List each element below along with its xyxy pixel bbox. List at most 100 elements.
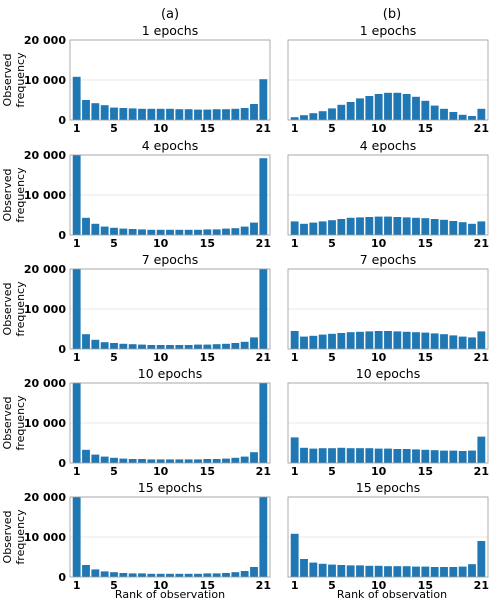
bar-rank-14 xyxy=(194,573,202,577)
x-tick-label: 10 xyxy=(153,351,169,364)
bar-rank-10 xyxy=(374,448,383,463)
x-tick-label: 5 xyxy=(328,465,336,478)
bar-rank-5 xyxy=(110,227,118,235)
column-label-a: (a) xyxy=(161,7,179,22)
y-axis-label-line1: Observed xyxy=(1,397,14,450)
axes-frame xyxy=(287,154,489,236)
x-tick-label: 15 xyxy=(418,351,433,364)
bar-rank-1 xyxy=(72,155,81,235)
y-tick-label: 0 xyxy=(58,457,66,470)
x-tick-label: 1 xyxy=(73,351,81,364)
bar-rank-2 xyxy=(82,100,90,120)
x-tick-label: 5 xyxy=(328,122,336,135)
bar-rank-15 xyxy=(421,100,430,120)
bar-rank-9 xyxy=(365,448,374,463)
bar-rank-21 xyxy=(477,221,486,235)
bar-rank-12 xyxy=(393,566,402,577)
bar-rank-10 xyxy=(374,94,383,120)
bar-rank-20 xyxy=(250,567,258,577)
bar-rank-9 xyxy=(147,345,156,349)
bar-rank-1 xyxy=(290,221,299,235)
bar-rank-16 xyxy=(430,567,439,577)
y-axis-label-line1: Observed xyxy=(1,511,14,564)
bar-rank-10 xyxy=(374,216,383,235)
y-tick-label: 10 000 xyxy=(24,303,66,316)
panel-title: 1 epochs xyxy=(360,23,417,38)
x-tick-label: 21 xyxy=(256,237,271,250)
y-tick-label: 10 000 xyxy=(24,531,66,544)
bar-rank-10 xyxy=(156,108,165,120)
bar-rank-11 xyxy=(384,92,392,120)
bar-rank-1 xyxy=(290,331,299,349)
bar-rank-4 xyxy=(318,334,327,349)
bar-rank-15 xyxy=(203,573,212,577)
bar-rank-1 xyxy=(72,76,81,120)
panel-title: 1 epochs xyxy=(142,23,199,38)
x-tick-label: 1 xyxy=(73,122,81,135)
axes-frame xyxy=(69,39,271,121)
bar-rank-16 xyxy=(212,573,221,577)
bar-rank-4 xyxy=(100,342,109,349)
panel-title: 10 epochs xyxy=(356,366,420,381)
bar-rank-16 xyxy=(212,229,221,235)
bar-rank-5 xyxy=(328,564,336,577)
bar-rank-9 xyxy=(365,217,374,235)
y-tick-label: 20 000 xyxy=(24,377,66,390)
x-tick-label: 5 xyxy=(328,237,336,250)
bar-rank-7 xyxy=(128,344,137,349)
bar-rank-10 xyxy=(374,331,383,349)
bar-rank-6 xyxy=(337,333,346,349)
panel-title: 4 epochs xyxy=(142,138,199,153)
panel-title: 15 epochs xyxy=(138,480,202,495)
bar-rank-14 xyxy=(412,332,420,349)
bar-rank-14 xyxy=(194,109,202,120)
x-tick-label: 1 xyxy=(291,122,299,135)
bar-rank-21 xyxy=(259,158,268,235)
y-tick-label: 0 xyxy=(58,343,66,356)
bar-rank-3 xyxy=(309,448,318,463)
bar-rank-4 xyxy=(318,563,327,577)
y-axis-label-line2: frequency xyxy=(14,52,27,108)
bar-rank-18 xyxy=(231,108,240,120)
x-tick-label: 21 xyxy=(474,237,489,250)
bar-rank-16 xyxy=(212,459,221,463)
bar-rank-14 xyxy=(412,217,420,235)
axes-frame xyxy=(287,39,489,121)
x-axis-label-a: Rank of observation xyxy=(115,588,225,601)
bar-rank-4 xyxy=(100,456,109,463)
bar-rank-16 xyxy=(430,333,439,349)
x-tick-label: 1 xyxy=(73,579,81,592)
y-axis-label-line2: frequency xyxy=(14,167,27,223)
bar-rank-10 xyxy=(156,459,165,463)
panel-title: 7 epochs xyxy=(142,252,199,267)
bar-rank-5 xyxy=(110,572,118,577)
bar-rank-19 xyxy=(240,456,249,463)
bar-rank-21 xyxy=(477,436,486,463)
y-axis-label: Observedfrequency xyxy=(1,509,27,565)
bar-rank-11 xyxy=(384,216,392,235)
bar-rank-5 xyxy=(110,343,118,349)
x-tick-label: 21 xyxy=(256,465,271,478)
x-tick-label: 15 xyxy=(418,579,433,592)
bar-rank-5 xyxy=(328,220,336,235)
bar-rank-2 xyxy=(82,217,90,235)
bar-rank-20 xyxy=(250,337,258,349)
y-tick-label: 20 000 xyxy=(24,491,66,504)
bar-rank-14 xyxy=(194,229,202,235)
axes-frame xyxy=(69,154,271,236)
bar-rank-12 xyxy=(393,331,402,349)
bar-rank-11 xyxy=(166,345,174,349)
bar-rank-9 xyxy=(147,573,156,577)
panel-title: 4 epochs xyxy=(360,138,417,153)
bar-rank-15 xyxy=(203,109,212,120)
bar-rank-20 xyxy=(250,452,258,463)
bar-rank-2 xyxy=(300,223,308,235)
bar-rank-9 xyxy=(365,96,374,120)
bar-rank-17 xyxy=(222,109,230,120)
y-axis-label-line1: Observed xyxy=(1,169,14,222)
bar-rank-17 xyxy=(440,450,448,463)
